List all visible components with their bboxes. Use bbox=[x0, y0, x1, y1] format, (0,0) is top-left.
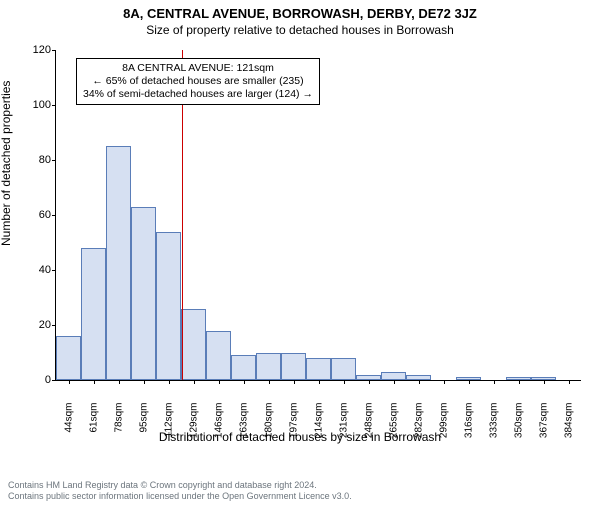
histogram-bar bbox=[231, 355, 256, 380]
histogram-bar bbox=[306, 358, 331, 380]
x-tick-mark bbox=[119, 380, 120, 384]
footer-line-1: Contains HM Land Registry data © Crown c… bbox=[8, 480, 592, 491]
chart-container: Number of detached properties 0204060801… bbox=[0, 46, 600, 446]
histogram-bar bbox=[281, 353, 306, 381]
y-tick-label: 0 bbox=[21, 374, 51, 386]
x-tick-mark bbox=[219, 380, 220, 384]
y-tick-label: 100 bbox=[21, 99, 51, 111]
x-axis-label: Distribution of detached houses by size … bbox=[0, 430, 600, 444]
x-tick-mark bbox=[444, 380, 445, 384]
y-tick-label: 60 bbox=[21, 209, 51, 221]
histogram-bar bbox=[331, 358, 356, 380]
y-tick-mark bbox=[52, 325, 56, 326]
histogram-bar bbox=[256, 353, 281, 381]
x-tick-mark bbox=[469, 380, 470, 384]
x-tick-mark bbox=[419, 380, 420, 384]
y-axis-label: Number of detached properties bbox=[0, 81, 13, 246]
x-tick-mark bbox=[294, 380, 295, 384]
y-tick-mark bbox=[52, 160, 56, 161]
y-tick-label: 40 bbox=[21, 264, 51, 276]
y-tick-mark bbox=[52, 380, 56, 381]
plot-area: 02040608010012044sqm61sqm78sqm95sqm112sq… bbox=[55, 50, 581, 381]
chart-title-main: 8A, CENTRAL AVENUE, BORROWASH, DERBY, DE… bbox=[0, 6, 600, 21]
x-tick-mark bbox=[169, 380, 170, 384]
annotation-line-1: 8A CENTRAL AVENUE: 121sqm bbox=[83, 62, 313, 75]
footer-attribution: Contains HM Land Registry data © Crown c… bbox=[8, 480, 592, 502]
annotation-line-3: 34% of semi-detached houses are larger (… bbox=[83, 88, 313, 101]
annotation-box: 8A CENTRAL AVENUE: 121sqm← 65% of detach… bbox=[76, 58, 320, 105]
annotation-line-2: ← 65% of detached houses are smaller (23… bbox=[83, 75, 313, 88]
histogram-bar bbox=[156, 232, 181, 381]
histogram-bar bbox=[206, 331, 231, 381]
histogram-bar bbox=[381, 372, 406, 380]
x-tick-mark bbox=[94, 380, 95, 384]
histogram-bar bbox=[181, 309, 206, 381]
x-tick-mark bbox=[144, 380, 145, 384]
histogram-bar bbox=[106, 146, 131, 380]
chart-title-sub: Size of property relative to detached ho… bbox=[0, 23, 600, 37]
x-tick-mark bbox=[569, 380, 570, 384]
y-tick-mark bbox=[52, 270, 56, 271]
x-tick-mark bbox=[494, 380, 495, 384]
x-tick-mark bbox=[369, 380, 370, 384]
x-tick-mark bbox=[194, 380, 195, 384]
x-tick-mark bbox=[69, 380, 70, 384]
x-tick-mark bbox=[519, 380, 520, 384]
y-tick-label: 80 bbox=[21, 154, 51, 166]
y-tick-label: 20 bbox=[21, 319, 51, 331]
x-tick-mark bbox=[544, 380, 545, 384]
x-tick-mark bbox=[319, 380, 320, 384]
x-tick-mark bbox=[344, 380, 345, 384]
x-tick-mark bbox=[244, 380, 245, 384]
y-tick-mark bbox=[52, 50, 56, 51]
histogram-bar bbox=[81, 248, 106, 380]
histogram-bar bbox=[131, 207, 156, 380]
histogram-bar bbox=[56, 336, 81, 380]
y-tick-mark bbox=[52, 105, 56, 106]
y-tick-mark bbox=[52, 215, 56, 216]
x-tick-mark bbox=[269, 380, 270, 384]
y-tick-label: 120 bbox=[21, 44, 51, 56]
footer-line-2: Contains public sector information licen… bbox=[8, 491, 592, 502]
x-tick-mark bbox=[394, 380, 395, 384]
